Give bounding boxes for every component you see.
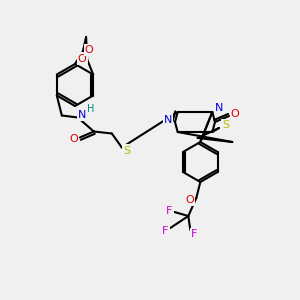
Text: S: S <box>123 146 130 155</box>
Text: N: N <box>164 115 172 125</box>
Text: F: F <box>191 229 197 239</box>
Text: O: O <box>78 53 87 64</box>
Text: N: N <box>215 103 224 113</box>
Text: S: S <box>222 120 230 130</box>
Text: F: F <box>162 226 169 236</box>
Text: O: O <box>69 134 78 143</box>
Text: O: O <box>231 109 239 119</box>
Text: N: N <box>78 110 86 119</box>
Text: O: O <box>85 45 93 55</box>
Text: O: O <box>185 195 194 205</box>
Text: H: H <box>87 104 94 115</box>
Text: F: F <box>166 206 172 216</box>
